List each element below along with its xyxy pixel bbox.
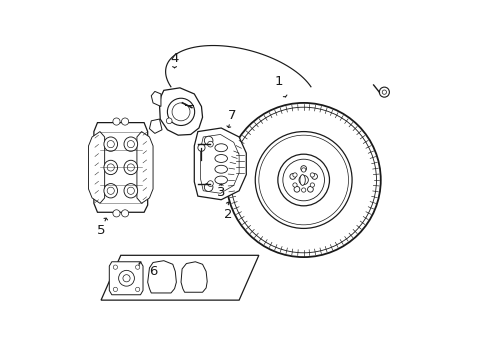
- Polygon shape: [137, 132, 153, 203]
- Polygon shape: [159, 88, 202, 135]
- Ellipse shape: [214, 165, 227, 173]
- Circle shape: [127, 164, 134, 171]
- Circle shape: [198, 144, 204, 151]
- Circle shape: [292, 173, 297, 177]
- Circle shape: [255, 132, 351, 228]
- Ellipse shape: [299, 175, 305, 185]
- Circle shape: [301, 188, 305, 192]
- Text: 7: 7: [226, 109, 236, 127]
- Polygon shape: [94, 123, 147, 212]
- Circle shape: [258, 135, 348, 225]
- Text: 5: 5: [97, 218, 107, 237]
- Circle shape: [292, 183, 297, 187]
- Circle shape: [107, 164, 114, 171]
- Circle shape: [204, 183, 212, 192]
- Ellipse shape: [214, 144, 227, 152]
- Circle shape: [293, 186, 299, 192]
- Polygon shape: [109, 262, 142, 295]
- Circle shape: [113, 118, 120, 125]
- Ellipse shape: [104, 184, 117, 198]
- Circle shape: [121, 118, 128, 125]
- Circle shape: [382, 90, 386, 94]
- Circle shape: [298, 175, 308, 185]
- Ellipse shape: [104, 137, 117, 151]
- Circle shape: [207, 141, 213, 147]
- Ellipse shape: [104, 160, 117, 175]
- Circle shape: [230, 107, 376, 253]
- Ellipse shape: [214, 154, 227, 162]
- Circle shape: [122, 275, 130, 282]
- Polygon shape: [88, 132, 104, 203]
- Circle shape: [226, 103, 380, 257]
- Circle shape: [300, 166, 306, 171]
- Text: 2: 2: [224, 202, 232, 221]
- Text: 4: 4: [170, 51, 179, 68]
- Circle shape: [207, 181, 213, 186]
- Circle shape: [307, 186, 313, 192]
- Circle shape: [121, 210, 128, 217]
- Circle shape: [166, 118, 172, 124]
- Ellipse shape: [124, 160, 137, 175]
- Text: 1: 1: [274, 75, 286, 97]
- Circle shape: [311, 174, 317, 179]
- Circle shape: [301, 168, 305, 172]
- Circle shape: [309, 183, 314, 187]
- Circle shape: [379, 87, 388, 97]
- Circle shape: [277, 154, 329, 206]
- Circle shape: [107, 187, 114, 194]
- Circle shape: [127, 140, 134, 148]
- Circle shape: [113, 287, 117, 292]
- Circle shape: [135, 287, 140, 292]
- Ellipse shape: [124, 184, 137, 198]
- Circle shape: [107, 140, 114, 148]
- Circle shape: [282, 159, 324, 201]
- Polygon shape: [149, 119, 162, 134]
- Polygon shape: [151, 91, 161, 107]
- Circle shape: [289, 174, 295, 179]
- Polygon shape: [147, 261, 176, 293]
- Circle shape: [135, 265, 140, 269]
- Circle shape: [204, 136, 212, 145]
- Circle shape: [167, 98, 194, 126]
- Circle shape: [113, 210, 120, 217]
- Circle shape: [309, 173, 314, 177]
- Circle shape: [119, 270, 134, 286]
- Ellipse shape: [124, 137, 137, 151]
- Polygon shape: [101, 255, 258, 300]
- Circle shape: [127, 187, 134, 194]
- Polygon shape: [181, 262, 207, 292]
- Circle shape: [113, 265, 117, 269]
- Text: 6: 6: [139, 262, 157, 278]
- Polygon shape: [194, 128, 246, 200]
- Polygon shape: [200, 134, 239, 193]
- Ellipse shape: [214, 176, 227, 184]
- Text: 3: 3: [217, 184, 225, 199]
- Circle shape: [172, 103, 190, 121]
